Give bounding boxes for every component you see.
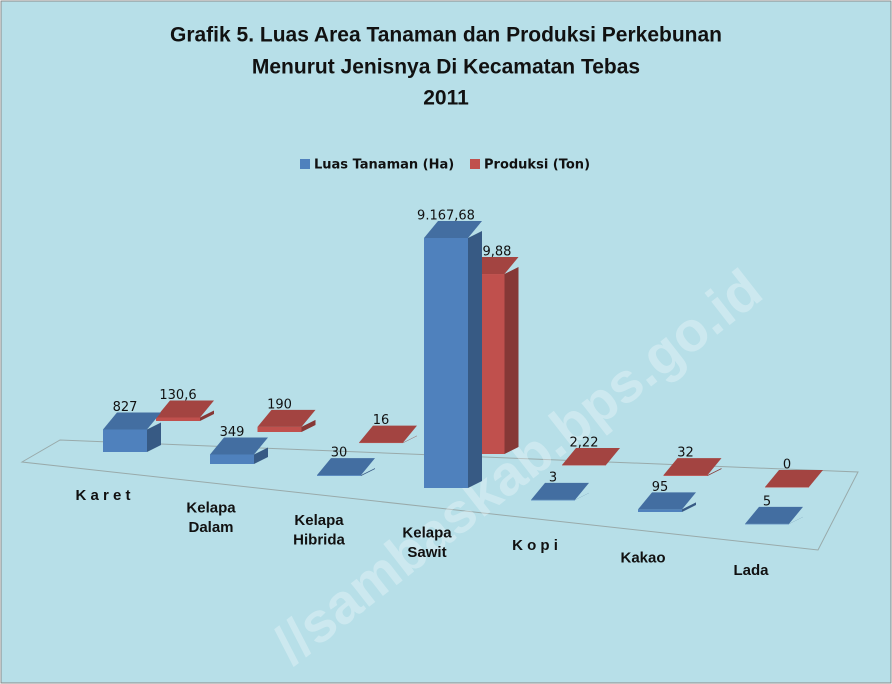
x-tick-label: Kelapa Dalam xyxy=(186,499,236,536)
x-tick-label: Kakao xyxy=(620,549,665,566)
bar-side xyxy=(504,267,519,454)
value-label: 3 xyxy=(549,470,557,485)
value-label: 16 xyxy=(373,413,390,428)
value-label: 9.167,68 xyxy=(417,209,475,224)
bar-top xyxy=(156,400,214,418)
value-label: 130,6 xyxy=(159,388,196,403)
x-tick-label: Kelapa Sawit xyxy=(402,524,452,561)
legend-swatch xyxy=(300,159,310,169)
bar-top xyxy=(745,506,803,524)
bar-side xyxy=(468,231,482,488)
bar-front xyxy=(257,426,302,432)
bar-side xyxy=(200,410,214,421)
bar-side xyxy=(254,447,268,464)
legend-swatch xyxy=(470,159,480,169)
floor xyxy=(20,439,859,551)
bar-front xyxy=(663,475,708,476)
bar xyxy=(663,458,722,476)
bar xyxy=(359,425,417,444)
bar-side xyxy=(301,419,316,432)
bar-front xyxy=(156,417,200,421)
bar-side xyxy=(682,502,696,512)
value-label: 349 xyxy=(220,425,245,440)
bar-top xyxy=(424,221,482,238)
bar-front xyxy=(359,442,403,444)
bar-top xyxy=(257,409,316,427)
bar xyxy=(257,409,316,432)
bar-front xyxy=(638,509,682,512)
bar-top xyxy=(210,437,268,455)
bar-top xyxy=(359,425,417,443)
bar-front xyxy=(531,499,575,501)
chart-title: Menurut Jenisnya Di Kecamatan Tebas xyxy=(252,56,640,79)
bar-top xyxy=(663,458,722,476)
bar xyxy=(156,400,214,421)
chart-title: 2011 xyxy=(423,87,469,110)
bar-top xyxy=(531,482,589,500)
legend-label: Produksi (Ton) xyxy=(484,158,590,173)
x-tick-label: K o p i xyxy=(512,537,558,554)
bar xyxy=(745,506,803,525)
value-label: 2,22 xyxy=(570,435,599,450)
value-label: 0 xyxy=(783,458,791,473)
value-label: 827 xyxy=(113,400,138,415)
bar-front xyxy=(210,454,254,464)
bar xyxy=(424,221,482,488)
x-tick-label: K a r e t xyxy=(75,487,130,504)
bar-side xyxy=(575,492,589,500)
bar-top xyxy=(562,447,620,465)
bar-side xyxy=(707,468,722,476)
x-tick-label: Kelapa Hibrida xyxy=(293,512,345,549)
bar-front xyxy=(103,429,147,452)
legend-label: Luas Tanaman (Ha) xyxy=(314,158,454,173)
bar-side xyxy=(789,516,803,524)
bar-top xyxy=(765,470,823,487)
bar xyxy=(765,470,823,488)
bar xyxy=(103,412,161,452)
chart-title: Grafik 5. Luas Area Tanaman dan Produksi… xyxy=(170,24,722,47)
value-label: 5 xyxy=(763,494,771,509)
x-tick-label: Lada xyxy=(733,562,769,579)
bar-front xyxy=(562,464,606,466)
bar xyxy=(210,437,268,464)
bar xyxy=(317,458,375,476)
bar-side xyxy=(361,468,375,476)
bar-side xyxy=(606,457,620,465)
bar-side xyxy=(147,422,161,452)
bar xyxy=(638,492,696,512)
value-label: 190 xyxy=(267,397,292,412)
bar-top xyxy=(103,412,161,430)
bar xyxy=(531,482,589,501)
bar-front xyxy=(424,238,468,488)
value-label: 95 xyxy=(652,480,669,495)
bar-front xyxy=(317,475,361,476)
bar-top xyxy=(638,492,696,510)
bar-front xyxy=(765,487,809,488)
value-label: 30 xyxy=(331,446,348,461)
bar-top xyxy=(317,458,375,476)
bar-front xyxy=(745,523,789,525)
bar xyxy=(562,447,620,466)
value-label: 32 xyxy=(677,446,694,461)
bar-side xyxy=(403,435,417,443)
